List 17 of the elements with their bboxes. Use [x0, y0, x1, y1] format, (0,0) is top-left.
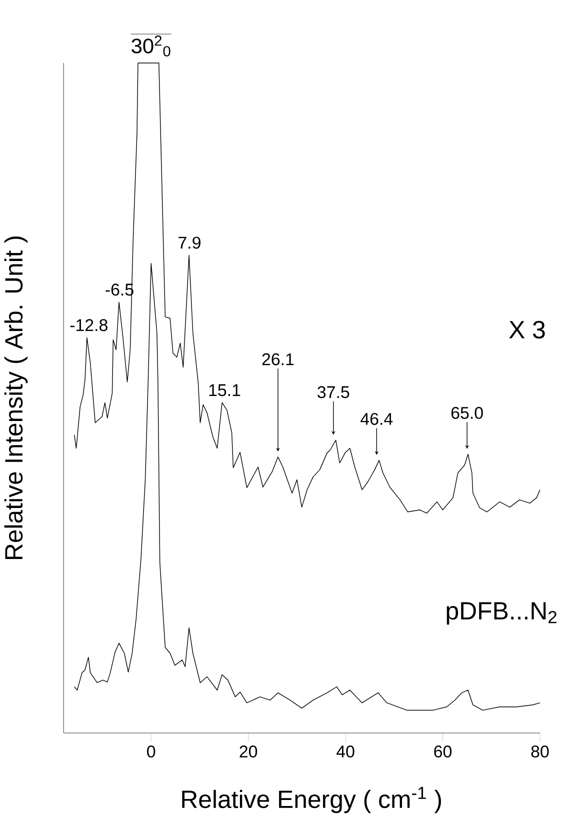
y-axis-title: Relative Intensity ( Arb. Unit ) — [4, 236, 28, 560]
x-tick-label: 80 — [531, 746, 549, 758]
annotation: 7.9 — [178, 236, 200, 249]
annotation: pDFB...N$_{2}$ — [446, 602, 556, 625]
x-tick-label: 60 — [434, 746, 452, 758]
annotation: 37.5 — [318, 386, 350, 398]
annotation: -12.8 — [70, 319, 108, 332]
x-tick-label: 20 — [240, 746, 258, 758]
annotation: 26.1 — [262, 353, 294, 366]
annotation: 15.1 — [209, 384, 240, 396]
annotation: X 3 — [509, 320, 545, 339]
x-tick-label: 0 — [147, 746, 156, 758]
x-axis-title: Relative Energy ( cm$^{-1}$ ) — [182, 786, 441, 814]
annotation: 30$^{2}$0 — [132, 35, 170, 56]
annotation: 46.4 — [360, 412, 393, 425]
x-tick-label: 40 — [336, 746, 354, 758]
annotation: 65.0 — [451, 406, 483, 419]
